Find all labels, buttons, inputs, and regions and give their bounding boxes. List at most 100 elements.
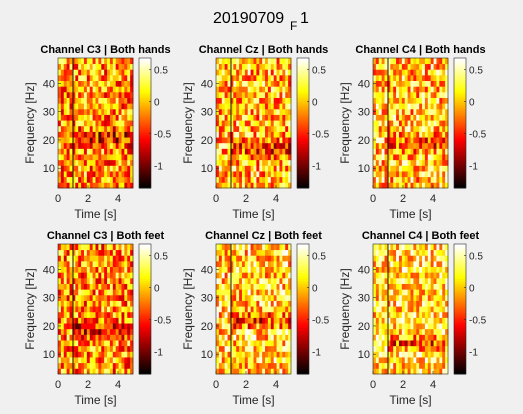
heatmap-cell — [378, 120, 383, 127]
heatmap-cell — [442, 283, 446, 290]
heatmap-cell — [265, 255, 269, 262]
heatmap-cell — [273, 272, 277, 279]
spectrogram-cells — [58, 58, 134, 189]
heatmap-cell — [375, 328, 380, 335]
colorbar-step — [139, 349, 151, 353]
heatmap-cell — [381, 114, 385, 121]
heatmap-cell — [241, 283, 246, 290]
heatmap-cell — [433, 317, 437, 324]
heatmap-cell — [387, 266, 391, 273]
heatmap-cell — [424, 91, 429, 98]
heatmap-cell — [407, 345, 411, 352]
heatmap-cell — [375, 317, 380, 324]
heatmap-cell — [253, 283, 257, 290]
heatmap-cell — [404, 300, 409, 307]
heatmap-cell — [265, 91, 269, 98]
heatmap-cell — [381, 357, 385, 364]
heatmap-cell — [422, 80, 426, 87]
heatmap-cell — [63, 86, 68, 93]
heatmap-cell — [241, 351, 246, 358]
heatmap-cell — [241, 260, 246, 268]
heatmap-cell — [404, 362, 409, 369]
heatmap-cell — [267, 63, 272, 70]
heatmap-cell — [72, 171, 76, 178]
heatmap-cell — [101, 182, 105, 189]
heatmap-cell — [86, 260, 91, 268]
heatmap-cell — [265, 328, 269, 335]
heatmap-cell — [390, 159, 394, 166]
heatmap-cell — [69, 266, 73, 273]
heatmap-cell — [393, 244, 397, 251]
heatmap-cell — [247, 334, 252, 341]
heatmap-cell — [430, 165, 434, 172]
colorbar-step — [297, 365, 309, 369]
heatmap-cell — [279, 69, 283, 76]
heatmap-cell — [112, 317, 117, 324]
heatmap-cell — [424, 142, 429, 149]
heatmap-cell — [262, 86, 266, 93]
heatmap-cell — [256, 351, 260, 358]
heatmap-cell — [112, 165, 117, 172]
heatmap-cell — [285, 277, 289, 284]
heatmap-cell — [221, 58, 226, 65]
heatmap-cell — [285, 74, 289, 82]
heatmap-cell — [270, 294, 275, 301]
heatmap-cell — [95, 255, 99, 262]
heatmap-cell — [66, 80, 70, 87]
heatmap-cell — [427, 357, 432, 364]
heatmap-cell — [285, 351, 289, 358]
heatmap-cell — [75, 176, 79, 183]
heatmap-cell — [121, 137, 125, 144]
colorbar-step — [139, 351, 151, 355]
colorbar-tick-label: -0.5 — [312, 130, 330, 141]
heatmap-cell — [401, 283, 406, 290]
heatmap-cell — [127, 244, 131, 251]
heatmap-cell — [433, 131, 437, 138]
heatmap-cell — [244, 159, 249, 166]
heatmap-cell — [433, 255, 437, 262]
heatmap-cell — [270, 345, 275, 352]
heatmap-cell — [75, 148, 79, 155]
heatmap-cell — [81, 294, 85, 301]
heatmap-cell — [375, 300, 380, 307]
x-axis-label: Time [s] — [389, 393, 431, 407]
heatmap-cell — [267, 272, 272, 279]
heatmap-cell — [104, 114, 108, 121]
heatmap-cell — [393, 255, 397, 262]
heatmap-cell — [127, 108, 131, 115]
heatmap-cell — [107, 289, 111, 296]
heatmap-cell — [384, 63, 388, 70]
heatmap-cell — [247, 317, 252, 324]
heatmap-cell — [107, 176, 111, 183]
heatmap-cell — [387, 176, 391, 183]
heatmap-cell — [69, 368, 73, 375]
heatmap-cell — [373, 334, 377, 341]
heatmap-cell — [427, 249, 432, 256]
heatmap-cell — [404, 120, 409, 127]
heatmap-cell — [381, 306, 385, 313]
heatmap-cell — [239, 323, 243, 330]
heatmap-cell — [121, 289, 125, 296]
heatmap-cell — [427, 125, 432, 132]
heatmap-cell — [256, 91, 260, 98]
heatmap-cell — [401, 266, 406, 273]
heatmap-cell — [282, 80, 286, 87]
heatmap-cell — [233, 340, 237, 347]
heatmap-cell — [112, 120, 117, 127]
heatmap-cell — [256, 260, 260, 268]
heatmap-cell — [95, 125, 99, 132]
heatmap-cell — [101, 86, 105, 93]
heatmap-cell — [112, 91, 117, 98]
heatmap-cell — [104, 351, 108, 358]
y-axis-label: Frequency [Hz] — [338, 268, 352, 349]
heatmap-cell — [224, 357, 228, 364]
heatmap-cell — [83, 74, 88, 82]
colorbar-step — [139, 319, 151, 322]
colorbar-step — [454, 169, 466, 173]
heatmap-cell — [265, 306, 269, 313]
heatmap-cell — [112, 182, 117, 189]
heatmap-cell — [230, 103, 234, 110]
heatmap-cell — [221, 148, 226, 155]
heatmap-cell — [250, 323, 254, 330]
heatmap-cell — [101, 91, 105, 98]
